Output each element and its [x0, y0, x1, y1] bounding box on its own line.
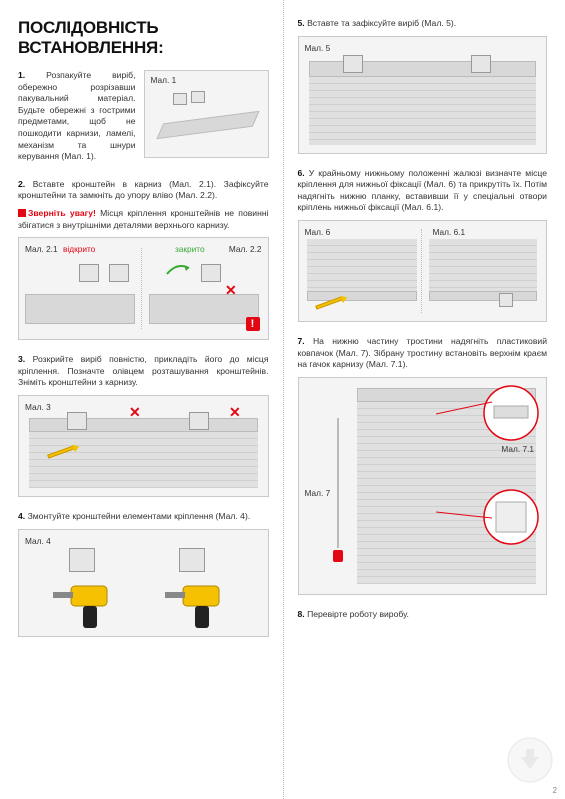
step-num: 5. — [298, 18, 305, 28]
figure-1-label: Мал. 1 — [151, 75, 177, 85]
step-num: 8. — [298, 609, 305, 619]
bracket-icon — [69, 548, 95, 572]
step-6: 6. У крайньому нижньому положенні жалюзі… — [298, 168, 548, 322]
figure-2-1-label: Мал. 2.1 — [25, 244, 58, 254]
step-7: 7. На нижню частину тростини надягніть п… — [298, 336, 548, 595]
bracket-icon — [179, 548, 205, 572]
step-num: 3. — [18, 354, 25, 364]
arrow-icon — [165, 260, 193, 278]
slats-illustration — [307, 239, 417, 291]
drill-icon — [165, 578, 235, 634]
warn-label: Зверніть увагу! — [28, 208, 96, 218]
step-num: 7. — [298, 336, 305, 346]
step-3: 3. Розкрийте виріб повністю, прикладіть … — [18, 354, 269, 497]
leader-line-icon — [436, 398, 496, 418]
step-2-warning: Зверніть увагу! Місця кріплення кронштей… — [18, 208, 269, 231]
step-5: 5. Вставте та зафіксуйте виріб (Мал. 5).… — [298, 18, 548, 154]
step-4: 4. Змонтуйте кронштейни елементами кріпл… — [18, 511, 269, 637]
figure-7-label: Мал. 7 — [305, 488, 331, 498]
bracket-icon — [173, 93, 187, 105]
page-title: ПОСЛІДОВНІСТЬ ВСТАНОВЛЕННЯ: — [18, 18, 269, 58]
drill-icon — [53, 578, 123, 634]
rail-illustration — [25, 294, 135, 324]
slats-illustration — [309, 77, 537, 145]
step-5-text: 5. Вставте та зафіксуйте виріб (Мал. 5). — [298, 18, 548, 30]
divider — [141, 248, 142, 329]
step-2-text: 2. Вставте кронштейн в карниз (Мал. 2.1)… — [18, 179, 269, 202]
rail-illustration — [29, 418, 258, 432]
figure-2-2-label: Мал. 2.2 — [229, 244, 262, 254]
figure-3: Мал. 3 ✕ ✕ — [18, 395, 269, 497]
x-mark-icon: ✕ — [225, 282, 237, 299]
step-body: Змонтуйте кронштейни елементами кріпленн… — [28, 511, 251, 521]
slats-illustration — [29, 432, 258, 488]
bracket-icon — [189, 412, 209, 430]
step-body: Розкрийте виріб повністю, прикладіть йог… — [18, 354, 269, 387]
leader-line-icon — [436, 508, 496, 528]
divider — [421, 229, 422, 313]
warning-box-icon: ! — [246, 317, 260, 331]
bracket-icon — [67, 412, 87, 430]
step-body: У крайньому нижньому положенні жалюзі ви… — [298, 168, 548, 213]
x-mark-icon: ✕ — [129, 404, 141, 421]
watermark-icon — [507, 737, 553, 783]
figure-7-1-label: Мал. 7.1 — [501, 444, 534, 454]
open-label: відкрито — [63, 244, 95, 254]
figure-6-1-label: Мал. 6.1 — [433, 227, 466, 237]
clip-icon — [499, 293, 513, 307]
step-1: Мал. 1 1. Розпакуйте виріб, обережно роз… — [18, 70, 269, 169]
wand-cap-icon — [333, 550, 343, 562]
bracket-icon — [471, 55, 491, 73]
figure-4-label: Мал. 4 — [25, 536, 51, 546]
figure-5: Мал. 5 — [298, 36, 548, 154]
step-2: 2. Вставте кронштейн в карниз (Мал. 2.1)… — [18, 179, 269, 340]
rail-illustration — [307, 291, 417, 301]
step-body: Перевірте роботу виробу. — [307, 609, 409, 619]
figure-1: Мал. 1 — [144, 70, 269, 158]
step-num: 6. — [298, 168, 305, 178]
figure-6: Мал. 6 Мал. 6.1 — [298, 220, 548, 322]
bracket-icon — [109, 264, 129, 282]
x-mark-icon: ✕ — [229, 404, 241, 421]
step-3-text: 3. Розкрийте виріб повністю, прикладіть … — [18, 354, 269, 389]
step-7-text: 7. На нижню частину тростини надягніть п… — [298, 336, 548, 371]
page-number: 2 — [553, 786, 557, 795]
bracket-icon — [343, 55, 363, 73]
step-body: Вставте та зафіксуйте виріб (Мал. 5). — [307, 18, 456, 28]
rail-illustration — [156, 111, 259, 139]
step-4-text: 4. Змонтуйте кронштейни елементами кріпл… — [18, 511, 269, 523]
bracket-icon — [201, 264, 221, 282]
step-num: 4. — [18, 511, 25, 521]
figure-6-label: Мал. 6 — [305, 227, 331, 237]
step-body: На нижню частину тростини надягніть плас… — [298, 336, 548, 369]
rail-illustration — [149, 294, 259, 324]
rail-illustration — [429, 291, 537, 301]
wand-illustration — [337, 418, 339, 548]
page: ПОСЛІДОВНІСТЬ ВСТАНОВЛЕННЯ: Мал. 1 1. Ро… — [0, 0, 565, 799]
closed-label: закрито — [175, 244, 205, 254]
column-left: ПОСЛІДОВНІСТЬ ВСТАНОВЛЕННЯ: Мал. 1 1. Ро… — [0, 0, 283, 799]
step-body: Вставте кронштейн в карниз (Мал. 2.1). З… — [18, 179, 269, 201]
bracket-icon — [79, 264, 99, 282]
figure-5-label: Мал. 5 — [305, 43, 331, 53]
step-num: 1. — [18, 70, 25, 80]
bracket-icon — [191, 91, 205, 103]
step-8-text: 8. Перевірте роботу виробу. — [298, 609, 548, 621]
warning-icon — [18, 209, 26, 217]
step-num: 2. — [18, 179, 25, 189]
column-right: 5. Вставте та зафіксуйте виріб (Мал. 5).… — [283, 0, 565, 799]
figure-7: Мал. 7 Мал. 7.1 — [298, 377, 548, 595]
figure-4: Мал. 4 — [18, 529, 269, 637]
slats-illustration — [429, 239, 537, 291]
step-6-text: 6. У крайньому нижньому положенні жалюзі… — [298, 168, 548, 214]
figure-2: Мал. 2.1 відкрито закрито Мал. 2.2 ✕ ! — [18, 237, 269, 340]
step-body: Розпакуйте виріб, обережно розрізавши па… — [18, 70, 136, 161]
figure-3-label: Мал. 3 — [25, 402, 51, 412]
